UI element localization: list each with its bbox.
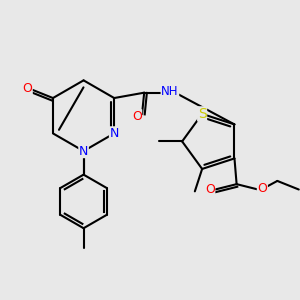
Text: O: O: [132, 110, 142, 123]
Text: O: O: [257, 182, 267, 195]
Text: N: N: [110, 127, 119, 140]
Text: NH: NH: [161, 85, 179, 98]
Text: S: S: [198, 107, 206, 121]
Text: O: O: [205, 183, 215, 196]
Text: N: N: [79, 145, 88, 158]
Text: O: O: [22, 82, 32, 95]
